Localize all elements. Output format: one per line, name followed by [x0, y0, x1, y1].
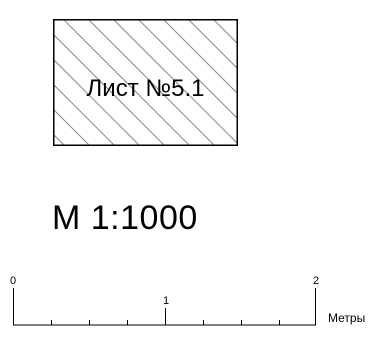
sheet-index-box: Лист №5.1: [53, 19, 238, 146]
scalebar-unit-label: Метры: [328, 311, 366, 325]
sheet-box-border: [53, 19, 238, 146]
scalebar-tick-label-2: 2: [312, 275, 320, 287]
sheet-label: Лист №5.1: [86, 75, 205, 102]
scalebar: 0 1 2 Метры: [0, 270, 382, 350]
hatch-lines: [53, 19, 238, 146]
scalebar-tick-label-1: 1: [162, 295, 170, 307]
map-scale-title: М 1:1000: [52, 199, 198, 237]
scalebar-graphic: [13, 288, 316, 326]
scalebar-tick-label-0: 0: [9, 275, 17, 287]
sheet-hatch-graphic: [53, 19, 238, 146]
